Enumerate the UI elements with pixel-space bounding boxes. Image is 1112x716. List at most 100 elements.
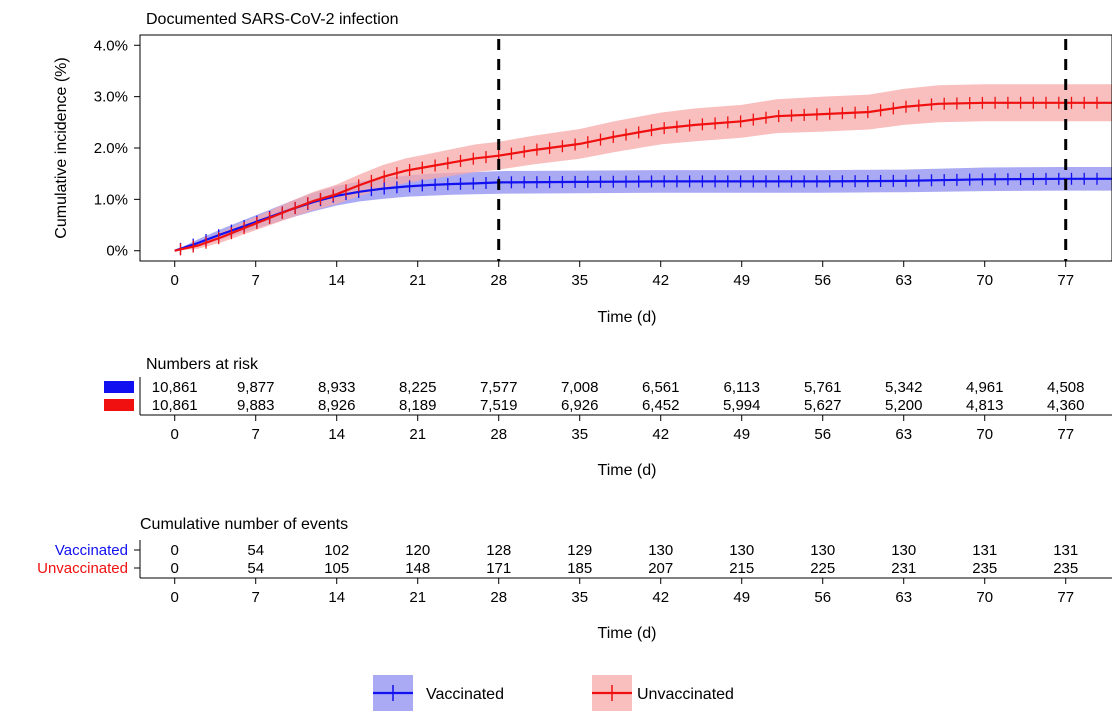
risk-cell: 5,342 — [885, 379, 923, 396]
risk-x-tick-label: 0 — [171, 426, 179, 443]
main-x-tick-label: 0 — [171, 272, 179, 289]
risk-cell: 4,360 — [1047, 397, 1085, 414]
main-x-tick-label: 7 — [252, 272, 260, 289]
reference-lines — [497, 39, 1068, 261]
risk-table-title: Numbers at risk — [146, 356, 259, 373]
events-cell: 215 — [729, 560, 754, 577]
events-cell: 185 — [567, 560, 592, 577]
events-cell: 148 — [405, 560, 430, 577]
risk-x-tick-label: 28 — [490, 426, 507, 443]
confidence-band-unvaccinated — [174, 84, 1112, 251]
risk-cell: 5,761 — [804, 379, 842, 396]
main-x-tick-label: 49 — [733, 272, 750, 289]
events-cell: 54 — [247, 560, 264, 577]
events-cell: 131 — [1053, 542, 1078, 559]
risk-x-tick-label: 70 — [976, 426, 993, 443]
events-cell: 120 — [405, 542, 430, 559]
y-axis: 0% 1.0% 2.0% 3.0% 4.0% — [94, 37, 140, 260]
y-tick-label: 4.0% — [94, 37, 128, 54]
y-tick-label: 2.0% — [94, 140, 128, 157]
legend: Vaccinated Unvaccinated — [373, 675, 734, 711]
risk-cell: 9,877 — [237, 379, 275, 396]
events-x-axis-title: Time (d) — [598, 625, 657, 642]
risk-x-tick-label: 49 — [733, 426, 750, 443]
events-x-tick-label: 14 — [328, 589, 345, 606]
risk-cell: 10,861 — [152, 397, 198, 414]
series-layer — [174, 96, 1112, 256]
events-x-tick-label: 21 — [409, 589, 426, 606]
risk-x-tick-label: 63 — [895, 426, 912, 443]
risk-cell: 5,627 — [804, 397, 842, 414]
risk-cell: 6,452 — [642, 397, 680, 414]
risk-row-swatch — [104, 399, 134, 411]
y-axis-title: Cumulative incidence (%) — [53, 57, 70, 238]
y-tick-label: 1.0% — [94, 191, 128, 208]
events-cell: 225 — [810, 560, 835, 577]
events-cell: 130 — [648, 542, 673, 559]
main-x-tick-label: 21 — [409, 272, 426, 289]
events-table-title: Cumulative number of events — [140, 516, 348, 533]
risk-x-tick-label: 56 — [814, 426, 831, 443]
events-cell: 129 — [567, 542, 592, 559]
series-line-vaccinated — [174, 177, 1112, 252]
events-x-tick-label: 49 — [733, 589, 750, 606]
events-x-tick-label: 35 — [571, 589, 588, 606]
risk-x-tick-label: 7 — [252, 426, 260, 443]
risk-cell: 6,561 — [642, 379, 680, 396]
events-x-tick-label: 77 — [1057, 589, 1074, 606]
x-axis: 0 7 14 21 28 35 42 49 56 63 70 77 — [171, 261, 1074, 289]
risk-cell: 4,508 — [1047, 379, 1085, 396]
events-table: Vaccinated 0 54 102 120 128 129 130 130 130 130 131… — [37, 540, 1112, 642]
y-tick-label: 0% — [106, 243, 128, 260]
risk-x-axis-title: Time (d) — [598, 462, 657, 479]
events-x-tick-label: 56 — [814, 589, 831, 606]
events-cell: 235 — [972, 560, 997, 577]
events-row-label: Vaccinated — [55, 542, 128, 559]
events-cell: 128 — [486, 542, 511, 559]
risk-cell: 6,926 — [561, 397, 599, 414]
risk-cell: 4,961 — [966, 379, 1004, 396]
legend-label-unvaccinated: Unvaccinated — [637, 686, 734, 703]
events-x-tick-label: 70 — [976, 589, 993, 606]
events-cell: 105 — [324, 560, 349, 577]
chart-title: Documented SARS-CoV-2 infection — [146, 11, 399, 28]
events-cell: 0 — [171, 560, 179, 577]
risk-cell: 8,933 — [318, 379, 356, 396]
risk-cell: 8,926 — [318, 397, 356, 414]
events-x-tick-label: 42 — [652, 589, 669, 606]
main-x-tick-label: 63 — [895, 272, 912, 289]
events-cell: 130 — [891, 542, 916, 559]
legend-label-vaccinated: Vaccinated — [426, 686, 504, 703]
risk-cell: 5,200 — [885, 397, 923, 414]
main-x-tick-label: 70 — [976, 272, 993, 289]
risk-cell: 5,994 — [723, 397, 761, 414]
events-row-label: Unvaccinated — [37, 560, 128, 577]
risk-row-swatch — [104, 381, 134, 393]
events-cell: 231 — [891, 560, 916, 577]
main-x-tick-label: 28 — [490, 272, 507, 289]
series-line-unvaccinated — [174, 101, 1112, 252]
risk-x-tick-label: 21 — [409, 426, 426, 443]
main-x-tick-label: 42 — [652, 272, 669, 289]
risk-x-tick-label: 14 — [328, 426, 345, 443]
risk-cell: 4,813 — [966, 397, 1004, 414]
events-cell: 54 — [247, 542, 264, 559]
risk-x-tick-label: 35 — [571, 426, 588, 443]
events-x-tick-label: 0 — [171, 589, 179, 606]
risk-cell: 9,883 — [237, 397, 275, 414]
risk-x-tick-label: 42 — [652, 426, 669, 443]
risk-cell: 6,113 — [723, 379, 759, 396]
events-cell: 207 — [648, 560, 673, 577]
events-x-tick-label: 7 — [252, 589, 260, 606]
risk-cell: 8,225 — [399, 379, 437, 396]
x-axis-title: Time (d) — [598, 309, 657, 326]
events-cell: 131 — [972, 542, 997, 559]
events-x-tick-label: 63 — [895, 589, 912, 606]
confidence-bands — [174, 84, 1112, 251]
risk-cell: 8,189 — [399, 397, 437, 414]
events-cell: 130 — [810, 542, 835, 559]
events-x-tick-label: 28 — [490, 589, 507, 606]
main-x-tick-label: 14 — [328, 272, 345, 289]
